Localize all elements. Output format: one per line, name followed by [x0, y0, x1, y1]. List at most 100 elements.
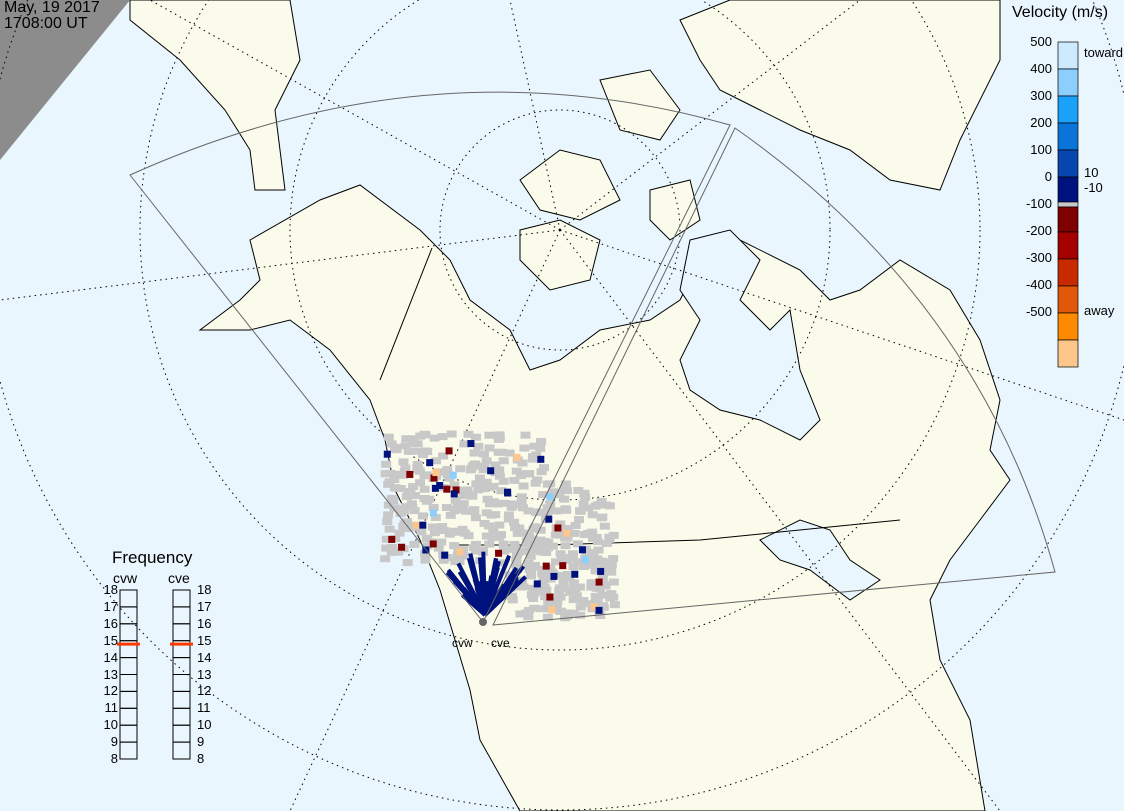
- ground-scatter-cell: [573, 486, 584, 494]
- ground-scatter-cell: [515, 472, 526, 480]
- ground-scatter-cell: [569, 529, 580, 537]
- ground-scatter-cell: [559, 495, 570, 503]
- ground-scatter-cell: [498, 457, 509, 465]
- ground-scatter-cell: [569, 609, 580, 617]
- ground-scatter-cell: [565, 588, 576, 596]
- ground-scatter-cell: [523, 613, 534, 621]
- ground-scatter-cell: [449, 542, 460, 550]
- ground-scatter-cell: [467, 492, 478, 500]
- radar-label-cvw: cvw: [452, 636, 473, 650]
- ground-scatter-cell: [484, 540, 495, 548]
- ground-scatter-cell: [509, 518, 520, 526]
- ground-scatter-cell: [609, 601, 620, 609]
- velocity-tick: 0: [1044, 169, 1052, 184]
- colorbar-segment: [1057, 206, 1079, 233]
- ground-scatter-cell: [580, 493, 591, 501]
- ground-scatter-cell: [560, 505, 571, 513]
- ground-scatter-cell: [412, 463, 423, 471]
- ground-scatter-cell: [413, 447, 424, 455]
- ground-scatter-cell: [608, 578, 619, 586]
- ground-scatter-cell: [471, 480, 482, 488]
- ground-scatter-cell: [597, 574, 608, 582]
- time-label: 1708:00 UT: [4, 15, 88, 32]
- frequency-tick: 11: [104, 700, 119, 716]
- ground-scatter-cell: [527, 563, 538, 571]
- ground-scatter-cell: [386, 494, 397, 502]
- ground-scatter-cell: [399, 468, 410, 476]
- velocity-cell: [537, 455, 545, 463]
- ground-scatter-cell: [543, 600, 554, 608]
- ground-scatter-cell: [578, 500, 589, 508]
- ground-scatter-cell: [568, 579, 579, 587]
- frequency-tick: 18: [197, 582, 212, 597]
- ground-scatter-cell: [498, 547, 509, 555]
- ground-scatter-cell: [419, 472, 430, 480]
- ground-scatter-cell: [518, 583, 529, 591]
- ground-scatter-cell: [415, 479, 426, 487]
- ground-scatter-cell: [503, 511, 514, 519]
- ground-scatter-cell: [538, 575, 549, 583]
- frequency-tick: 15: [197, 632, 212, 648]
- ground-scatter-cell: [575, 603, 586, 611]
- velocity-cell: [398, 543, 406, 551]
- ground-scatter-cell: [587, 528, 598, 536]
- ground-scatter-cell: [530, 479, 541, 487]
- ground-scatter-cell: [484, 522, 495, 530]
- velocity-cell: [563, 529, 571, 537]
- ground-scatter-cell: [578, 563, 589, 571]
- cvw-fov: [129, 91, 731, 623]
- ground-scatter-cell: [482, 495, 493, 503]
- velocity-tick: 500: [1030, 34, 1052, 49]
- frequency-cell: [119, 657, 138, 675]
- ground-scatter-cell: [592, 501, 603, 509]
- velocity-tick: 200: [1030, 115, 1052, 130]
- ground-scatter-cell: [597, 513, 608, 521]
- ground-scatter-cell: [484, 431, 495, 439]
- ground-scatter-cell: [511, 467, 522, 475]
- ground-scatter-cell: [494, 521, 505, 529]
- frequency-tick: 16: [103, 615, 118, 631]
- ground-scatter-cell: [527, 455, 538, 463]
- ground-scatter-cell: [568, 596, 579, 604]
- ground-scatter-cell: [555, 520, 566, 528]
- ground-scatter-cell: [481, 478, 492, 486]
- velocity-tick: -100: [1025, 196, 1052, 211]
- ground-scatter-cell: [559, 585, 570, 593]
- ground-scatter-cell: [394, 470, 405, 478]
- ground-scatter-cell: [575, 611, 586, 619]
- ground-scatter-cell: [587, 561, 598, 569]
- ground-scatter-cell: [488, 527, 499, 535]
- ground-scatter-cell: [402, 518, 413, 526]
- ground-scatter-cell: [398, 522, 409, 530]
- ground-scatter-cell: [536, 468, 547, 476]
- ground-scatter-cell: [444, 474, 455, 482]
- ground-scatter-cell: [562, 570, 573, 578]
- ground-scatter-cell: [412, 440, 423, 448]
- colorbar-segment: [1057, 68, 1079, 97]
- colorbar-segment: [1057, 339, 1079, 368]
- ground-scatter-cell: [437, 523, 448, 531]
- ground-scatter-cell: [493, 448, 504, 456]
- velocity-cell: [513, 453, 521, 461]
- ground-scatter-cell: [383, 501, 394, 509]
- ground-scatter-cell: [514, 524, 525, 532]
- ground-scatter-cell: [601, 539, 612, 547]
- ground-scatter-cell: [508, 545, 519, 553]
- ground-scatter-cell: [401, 492, 412, 500]
- velocity-cell: [426, 459, 434, 467]
- frequency-cell: [172, 589, 191, 608]
- ground-scatter-cell: [560, 480, 571, 488]
- frequency-tick: 12: [197, 683, 212, 699]
- ground-scatter-cell: [515, 610, 526, 618]
- ground-scatter-cell: [601, 501, 612, 509]
- velocity-tick: -300: [1025, 250, 1052, 265]
- ground-scatter-cell: [492, 500, 503, 508]
- ground-scatter-cell: [494, 466, 505, 474]
- ground-scatter-cell: [608, 531, 619, 539]
- frequency-tick: 13: [103, 666, 118, 682]
- velocity-cell: [441, 551, 449, 559]
- ground-scatter-cell: [490, 461, 501, 469]
- ground-scatter-cell: [535, 444, 546, 452]
- colorbar-segment: [1057, 258, 1079, 287]
- frequency-cell: [172, 741, 191, 760]
